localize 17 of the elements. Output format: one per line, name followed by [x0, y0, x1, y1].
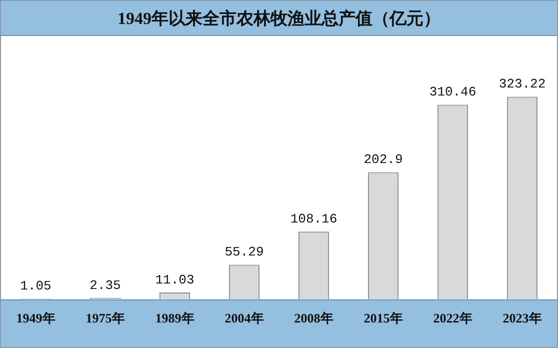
data-label: 108.16: [290, 212, 338, 227]
x-tick-label: 1989年: [155, 310, 194, 326]
data-label: 323.22: [498, 76, 546, 92]
data-label: 2.35: [90, 278, 121, 293]
x-tick-label: 1949年: [16, 310, 56, 326]
data-label: 55.29: [224, 244, 264, 260]
data-label: 202.9: [364, 152, 403, 168]
data-label: 1.05: [20, 278, 52, 294]
data-label: 310.46: [429, 84, 476, 100]
x-tick-label: 2004年: [224, 310, 264, 326]
data-label: 11.03: [155, 272, 194, 288]
x-tick-label: 2015年: [364, 310, 403, 326]
x-tick-label: 2022年: [433, 310, 472, 326]
x-tick-label: 1975年: [86, 310, 125, 326]
x-tick-label: 2023年: [502, 310, 542, 326]
chart-title: 1949年以来全市农林牧渔业总产值（亿元）: [1, 1, 557, 36]
x-tick-label: 2008年: [294, 310, 334, 326]
